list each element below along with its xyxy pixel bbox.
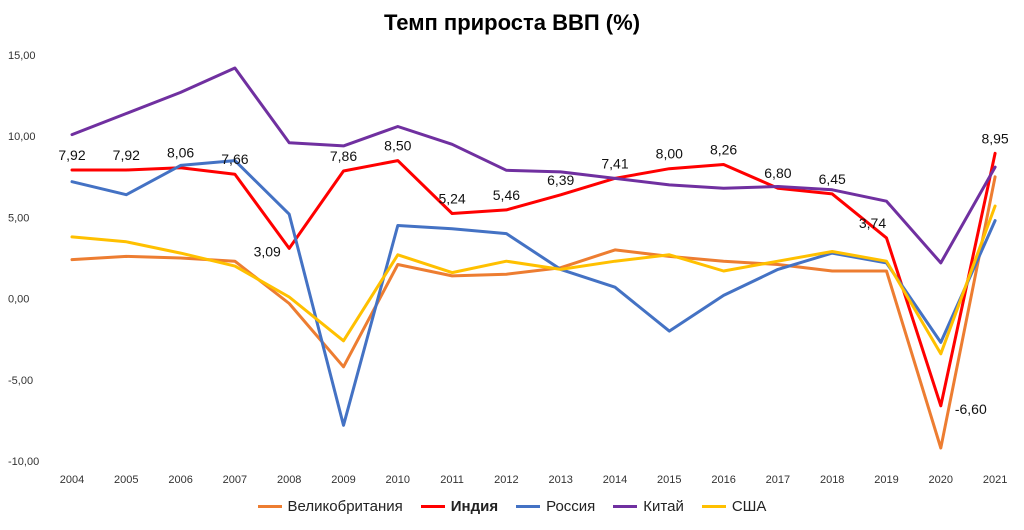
- x-tick-label: 2004: [60, 474, 84, 486]
- legend-swatch: [613, 505, 638, 508]
- data-label: 7,41: [601, 155, 628, 171]
- series-line-2: [70, 159, 997, 427]
- legend-item: Индия: [420, 498, 499, 515]
- x-tick-label: 2006: [168, 474, 192, 486]
- series-line-4: [70, 204, 997, 356]
- x-tick-label: 2010: [386, 474, 410, 486]
- y-tick-label: 0,00: [8, 294, 29, 306]
- series-line-3: [70, 66, 997, 265]
- x-tick-label: 2005: [114, 474, 138, 486]
- legend-label: Китай: [643, 498, 684, 515]
- x-tick-label: 2007: [223, 474, 247, 486]
- x-tick-label: 2011: [440, 474, 464, 486]
- data-label: 7,86: [330, 148, 357, 164]
- data-label: 8,06: [167, 145, 194, 161]
- legend-item: США: [701, 498, 767, 515]
- data-label: 5,24: [438, 191, 465, 207]
- x-tick-label: 2019: [874, 474, 898, 486]
- legend-label: Россия: [546, 498, 596, 515]
- legend-item: Китай: [613, 498, 684, 515]
- data-label: 8,26: [710, 141, 737, 157]
- legend-label: Индия: [450, 498, 499, 515]
- x-tick-label: 2014: [603, 474, 627, 486]
- x-tick-label: 2015: [657, 474, 681, 486]
- data-label: 8,95: [981, 130, 1008, 146]
- legend-swatch: [257, 505, 282, 508]
- data-label: 3,74: [859, 215, 886, 231]
- y-tick-label: 10,00: [8, 131, 36, 143]
- x-tick-label: 2018: [820, 474, 844, 486]
- x-tick-label: 2013: [548, 474, 572, 486]
- x-tick-label: 2009: [331, 474, 355, 486]
- legend-label: Великобритания: [287, 498, 403, 515]
- series-line-1: [70, 151, 997, 408]
- x-tick-label: 2008: [277, 474, 301, 486]
- data-label: 6,45: [819, 171, 846, 187]
- x-tick-label: 2021: [983, 474, 1007, 486]
- x-tick-label: 2020: [929, 474, 953, 486]
- series-line-0: [70, 175, 997, 450]
- data-label: 6,39: [547, 172, 574, 188]
- y-tick-label: -10,00: [8, 456, 39, 468]
- chart-legend: Великобритания Индия Россия Китай США: [0, 498, 1024, 515]
- legend-item: Россия: [516, 498, 595, 515]
- legend-label: США: [731, 498, 767, 515]
- data-label: 7,92: [113, 147, 140, 163]
- x-tick-label: 2017: [766, 474, 790, 486]
- legend-item: Великобритания: [257, 498, 403, 515]
- data-label: 6,80: [764, 165, 791, 181]
- legend-swatch: [420, 505, 445, 508]
- y-tick-label: 5,00: [8, 212, 29, 224]
- data-label: 7,92: [58, 147, 85, 163]
- x-tick-label: 2012: [494, 474, 518, 486]
- y-tick-label: -5,00: [8, 375, 33, 387]
- legend-swatch: [701, 505, 726, 508]
- data-label: -6,60: [955, 401, 987, 417]
- data-label: 7,66: [221, 151, 248, 167]
- data-label: 8,50: [384, 138, 411, 154]
- x-tick-label: 2016: [711, 474, 735, 486]
- y-tick-label: 15,00: [8, 50, 36, 62]
- chart-title: Темп прироста ВВП (%): [383, 10, 641, 35]
- data-label: 3,09: [254, 243, 281, 259]
- data-label: 5,46: [493, 187, 520, 203]
- data-label: 8,00: [656, 146, 683, 162]
- legend-swatch: [516, 505, 541, 508]
